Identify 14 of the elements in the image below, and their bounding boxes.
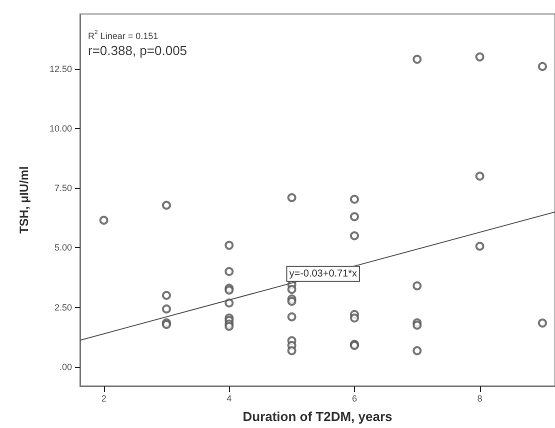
- x-tick-label: 8: [477, 394, 482, 404]
- y-tick-label: 2.50: [54, 302, 72, 312]
- y-tick-label: .00: [59, 362, 72, 372]
- y-tick-label: 10.00: [49, 123, 72, 134]
- annotation: y=-0.03+0.71*x: [289, 268, 358, 280]
- x-tick-label: 6: [352, 394, 357, 404]
- x-tick-label: 4: [226, 394, 232, 404]
- y-axis-title: TSH, μIU/ml: [17, 166, 31, 234]
- x-axis-title: Duration of T2DM, years: [242, 409, 392, 424]
- y-tick-label: 12.50: [49, 64, 72, 74]
- annotation: r=0.388, p=0.005: [88, 43, 188, 58]
- x-tick-label: 2: [101, 394, 106, 404]
- y-tick-label: 5.00: [54, 242, 72, 253]
- y-tick-label: 7.50: [54, 183, 72, 194]
